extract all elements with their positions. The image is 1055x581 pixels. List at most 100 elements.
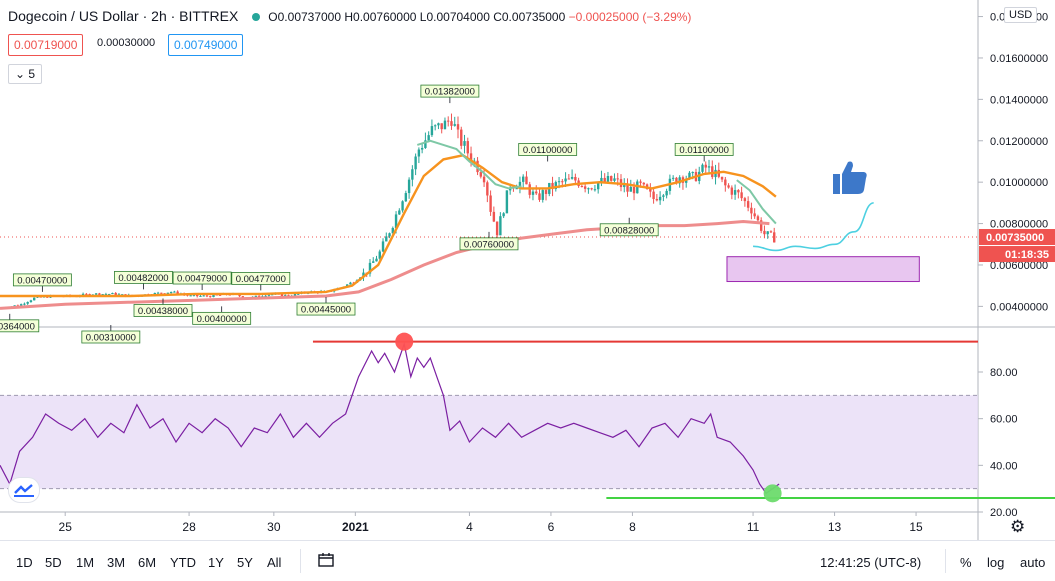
candle-body <box>280 293 284 297</box>
rsi-tick-label: 20.00 <box>990 507 1018 519</box>
calendar-icon[interactable] <box>318 552 334 567</box>
candle-body <box>121 294 124 296</box>
gear-icon[interactable]: ⚙ <box>1010 517 1026 536</box>
high-label-box <box>231 272 291 285</box>
candle-body <box>212 294 215 298</box>
low-label-box <box>133 304 193 317</box>
time-tick-label: 25 <box>59 520 73 534</box>
last-price-tag <box>979 229 1055 246</box>
range-5d[interactable]: 5D <box>45 555 62 570</box>
candle-body <box>398 210 401 215</box>
time-tick-label: 13 <box>828 520 842 534</box>
candle-body <box>662 195 665 197</box>
candle-body <box>156 292 160 294</box>
candle-body <box>391 227 394 234</box>
range-6m[interactable]: 6M <box>138 555 157 570</box>
candle-body <box>257 295 261 297</box>
candle-body <box>730 187 734 195</box>
candle-body <box>23 303 26 305</box>
candle-body <box>746 201 750 208</box>
price-chart[interactable]: 0.00470000 0.00482000 0.00479000 0.00477000… <box>0 0 1055 540</box>
candle-body <box>600 177 603 184</box>
candle-body <box>606 176 610 182</box>
candle-body <box>199 295 202 297</box>
low-value: L0.00704000 <box>419 10 490 24</box>
candle-body <box>453 124 456 126</box>
candle-body <box>450 121 453 126</box>
candle-body <box>111 293 114 295</box>
candle-body <box>570 177 574 179</box>
thumb-hand <box>842 161 867 194</box>
range-5y[interactable]: 5Y <box>237 555 253 570</box>
candle-body <box>554 182 557 190</box>
range-1d[interactable]: 1D <box>16 555 33 570</box>
chevron-down-icon: ⌄ <box>15 67 26 81</box>
candle-body <box>166 292 170 294</box>
rsi-tick-label: 60.00 <box>990 414 1018 426</box>
candle-body <box>535 191 538 194</box>
high-value: H0.00760000 <box>344 10 417 24</box>
candle-body <box>574 177 577 181</box>
candle-body <box>447 120 450 122</box>
candle-body <box>411 169 414 180</box>
candle-body <box>404 193 408 202</box>
indicators-toggle[interactable]: ⌄ 5 <box>8 64 43 84</box>
percent-toggle[interactable]: % <box>960 555 972 570</box>
range-1m[interactable]: 1M <box>76 555 95 570</box>
candle-body <box>486 182 489 196</box>
candle-body <box>711 166 714 178</box>
range-3m[interactable]: 3M <box>107 555 126 570</box>
candle-body <box>773 232 776 243</box>
candle-body <box>297 293 300 295</box>
time-tick-label: 30 <box>267 520 281 534</box>
candle-body <box>270 294 274 296</box>
clock-time[interactable]: 12:41:25 (UTC-8) <box>820 555 922 570</box>
candle-body <box>293 293 297 297</box>
time-tick-label: 2021 <box>342 520 369 534</box>
low-label: 0.00760000 <box>464 239 514 250</box>
tradingview-logo-icon[interactable] <box>8 477 40 503</box>
candle-body <box>33 297 36 301</box>
candle-body <box>665 190 668 196</box>
candle-body <box>623 184 626 188</box>
candle-body <box>192 294 196 296</box>
candle-body <box>19 304 23 306</box>
candle-body <box>753 213 756 217</box>
candle-body <box>388 233 391 237</box>
candle-body <box>205 295 209 297</box>
candle-body <box>98 293 101 296</box>
support-zone-box[interactable] <box>726 256 920 283</box>
candle-body <box>401 201 404 211</box>
candle-body <box>675 177 678 184</box>
rsi-tick-label: 40.00 <box>990 460 1018 472</box>
log-toggle[interactable]: log <box>987 555 1005 570</box>
time-tick-label: 28 <box>182 520 196 534</box>
chart-header: Dogecoin / US Dollar · 2h · BITTREX O0.00… <box>8 8 691 24</box>
rsi-band <box>0 395 978 489</box>
close-value: C0.00735000 <box>493 10 566 24</box>
candle-body <box>720 176 724 180</box>
currency-button[interactable]: USD <box>1004 7 1038 23</box>
rsi-peak-marker <box>395 332 414 351</box>
price-tick-label: 0.01400000 <box>990 94 1048 106</box>
auto-toggle[interactable]: auto <box>1020 555 1046 570</box>
candle-body <box>759 220 763 231</box>
sell-button[interactable]: 0.00719000 <box>8 34 84 56</box>
candle-body <box>345 284 349 287</box>
range-1y[interactable]: 1Y <box>208 555 224 570</box>
low-label: 0.00828000 <box>604 225 654 236</box>
candle-body <box>596 183 600 190</box>
candle-body <box>378 251 381 259</box>
range-all[interactable]: All <box>267 555 282 570</box>
spread-value: 0.00030000 <box>97 37 156 49</box>
candle-body <box>522 176 525 182</box>
symbol-title[interactable]: Dogecoin / US Dollar · 2h · BITTREX <box>8 8 239 24</box>
buy-button[interactable]: 0.00749000 <box>168 34 244 56</box>
countdown-label: 01:18:35 <box>1005 249 1049 261</box>
candle-body <box>756 216 760 221</box>
candle-body <box>567 178 571 180</box>
candle-body <box>368 262 372 274</box>
candle-body <box>460 129 463 146</box>
range-ytd[interactable]: YTD <box>170 555 196 570</box>
candle-body <box>189 295 192 297</box>
